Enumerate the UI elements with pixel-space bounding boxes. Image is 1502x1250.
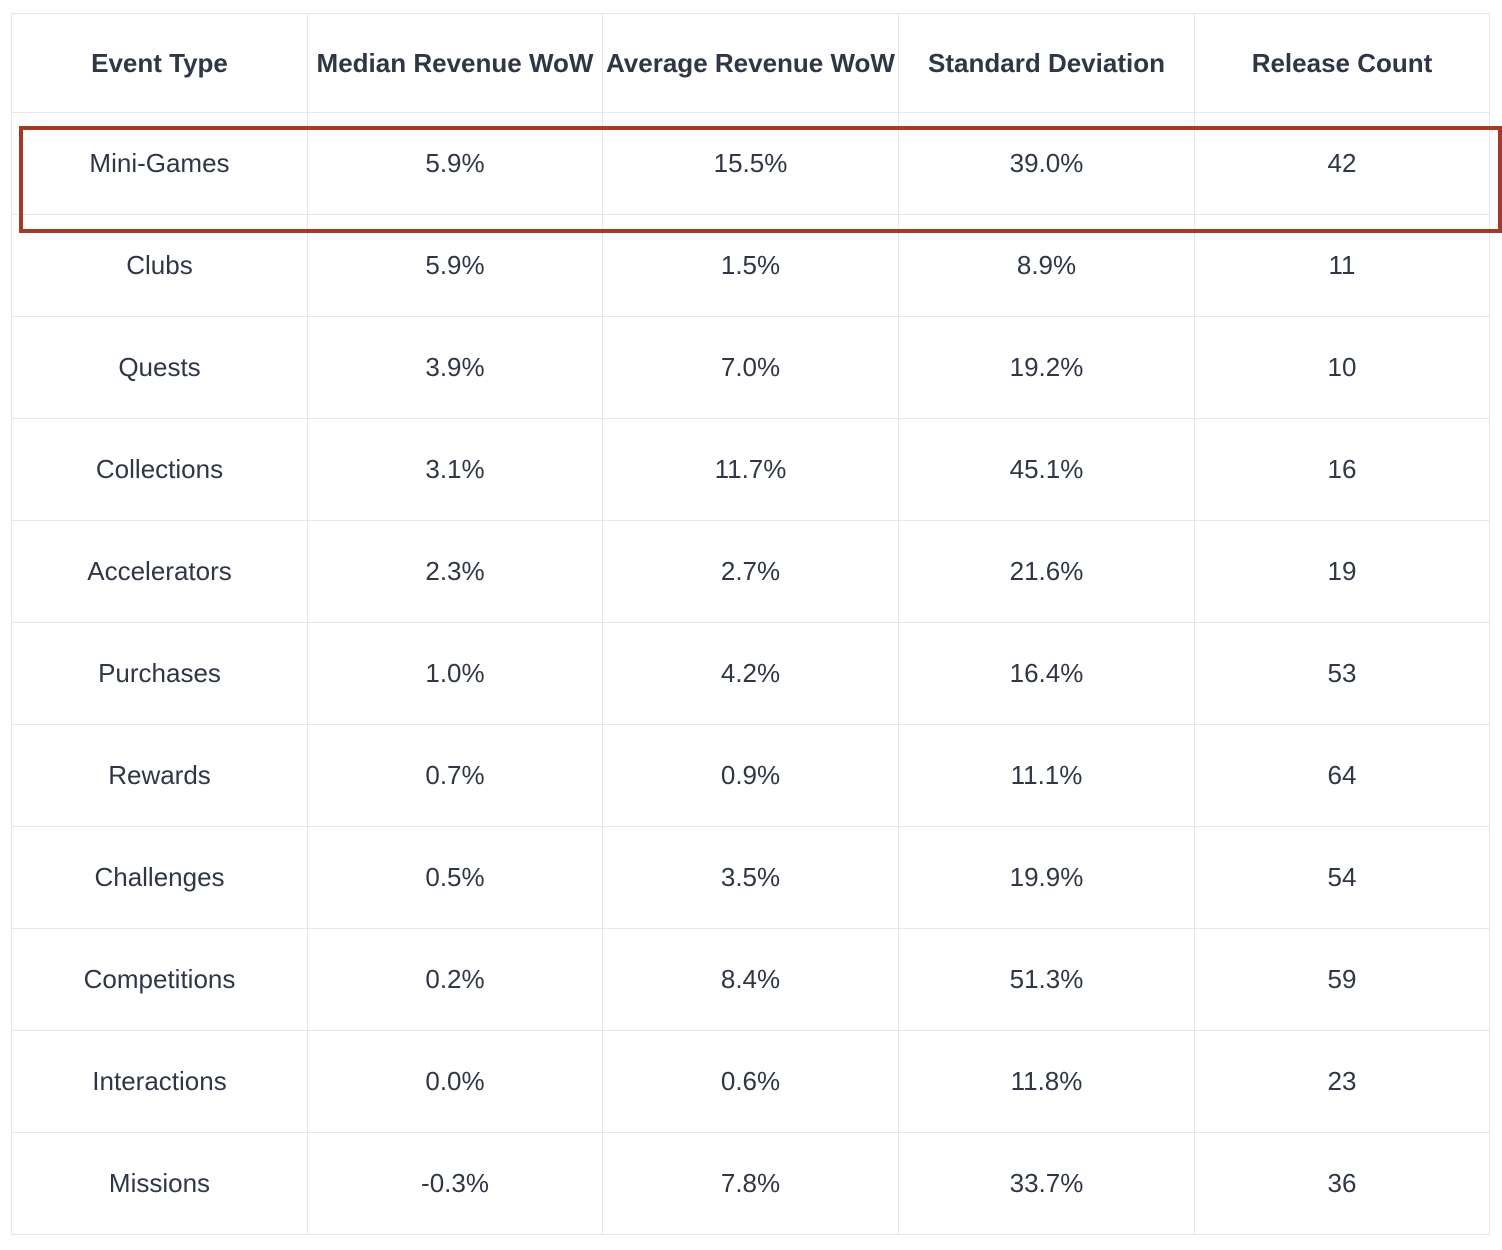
- table-row: Quests 3.9% 7.0% 19.2% 10: [11, 316, 1490, 419]
- cell-event-type: Missions: [11, 1132, 308, 1235]
- cell-release-count: 36: [1194, 1132, 1490, 1235]
- cell-standard-deviation: 11.1%: [898, 724, 1195, 827]
- cell-release-count: 42: [1194, 112, 1490, 215]
- cell-median-revenue-wow: 0.2%: [307, 928, 603, 1031]
- table-row: Clubs 5.9% 1.5% 8.9% 11: [11, 214, 1490, 317]
- cell-average-revenue-wow: 1.5%: [602, 214, 899, 317]
- cell-average-revenue-wow: 7.0%: [602, 316, 899, 419]
- table-row: Rewards 0.7% 0.9% 11.1% 64: [11, 724, 1490, 827]
- event-type-revenue-table: Event Type Median Revenue WoW Average Re…: [11, 13, 1490, 1235]
- cell-median-revenue-wow: 5.9%: [307, 214, 603, 317]
- header-row: Event Type Median Revenue WoW Average Re…: [11, 13, 1490, 113]
- cell-standard-deviation: 39.0%: [898, 112, 1195, 215]
- cell-event-type: Accelerators: [11, 520, 308, 623]
- cell-event-type: Interactions: [11, 1030, 308, 1133]
- column-header-median-revenue-wow[interactable]: Median Revenue WoW: [307, 13, 603, 113]
- cell-median-revenue-wow: 2.3%: [307, 520, 603, 623]
- cell-median-revenue-wow: 3.1%: [307, 418, 603, 521]
- cell-release-count: 16: [1194, 418, 1490, 521]
- cell-event-type: Collections: [11, 418, 308, 521]
- cell-event-type: Rewards: [11, 724, 308, 827]
- cell-median-revenue-wow: 5.9%: [307, 112, 603, 215]
- cell-release-count: 59: [1194, 928, 1490, 1031]
- cell-release-count: 54: [1194, 826, 1490, 929]
- cell-event-type: Competitions: [11, 928, 308, 1031]
- table-header: Event Type Median Revenue WoW Average Re…: [11, 13, 1490, 113]
- data-table-container: Event Type Median Revenue WoW Average Re…: [11, 13, 1502, 1235]
- cell-event-type: Quests: [11, 316, 308, 419]
- cell-standard-deviation: 19.2%: [898, 316, 1195, 419]
- cell-average-revenue-wow: 15.5%: [602, 112, 899, 215]
- cell-release-count: 11: [1194, 214, 1490, 317]
- column-header-event-type[interactable]: Event Type: [11, 13, 308, 113]
- column-header-release-count[interactable]: Release Count: [1194, 13, 1490, 113]
- table-row: Missions -0.3% 7.8% 33.7% 36: [11, 1132, 1490, 1235]
- cell-average-revenue-wow: 7.8%: [602, 1132, 899, 1235]
- cell-release-count: 19: [1194, 520, 1490, 623]
- cell-standard-deviation: 33.7%: [898, 1132, 1195, 1235]
- cell-average-revenue-wow: 8.4%: [602, 928, 899, 1031]
- table-row: Interactions 0.0% 0.6% 11.8% 23: [11, 1030, 1490, 1133]
- cell-standard-deviation: 21.6%: [898, 520, 1195, 623]
- cell-median-revenue-wow: 3.9%: [307, 316, 603, 419]
- cell-average-revenue-wow: 2.7%: [602, 520, 899, 623]
- cell-median-revenue-wow: -0.3%: [307, 1132, 603, 1235]
- cell-standard-deviation: 11.8%: [898, 1030, 1195, 1133]
- cell-standard-deviation: 16.4%: [898, 622, 1195, 725]
- cell-release-count: 53: [1194, 622, 1490, 725]
- table-row: Accelerators 2.3% 2.7% 21.6% 19: [11, 520, 1490, 623]
- cell-standard-deviation: 19.9%: [898, 826, 1195, 929]
- table-body: Mini-Games 5.9% 15.5% 39.0% 42 Clubs 5.9% 1.5% 8…: [11, 112, 1490, 1235]
- column-header-average-revenue-wow[interactable]: Average Revenue WoW: [602, 13, 899, 113]
- cell-event-type: Purchases: [11, 622, 308, 725]
- cell-standard-deviation: 51.3%: [898, 928, 1195, 1031]
- cell-average-revenue-wow: 4.2%: [602, 622, 899, 725]
- cell-release-count: 64: [1194, 724, 1490, 827]
- cell-average-revenue-wow: 11.7%: [602, 418, 899, 521]
- table-row: Purchases 1.0% 4.2% 16.4% 53: [11, 622, 1490, 725]
- cell-median-revenue-wow: 0.0%: [307, 1030, 603, 1133]
- cell-median-revenue-wow: 0.7%: [307, 724, 603, 827]
- cell-average-revenue-wow: 0.9%: [602, 724, 899, 827]
- cell-release-count: 10: [1194, 316, 1490, 419]
- table-row: Challenges 0.5% 3.5% 19.9% 54: [11, 826, 1490, 929]
- cell-median-revenue-wow: 0.5%: [307, 826, 603, 929]
- cell-event-type: Mini-Games: [11, 112, 308, 215]
- table-row: Collections 3.1% 11.7% 45.1% 16: [11, 418, 1490, 521]
- table-row: Mini-Games 5.9% 15.5% 39.0% 42: [11, 112, 1490, 215]
- cell-standard-deviation: 45.1%: [898, 418, 1195, 521]
- cell-average-revenue-wow: 0.6%: [602, 1030, 899, 1133]
- cell-event-type: Clubs: [11, 214, 308, 317]
- cell-standard-deviation: 8.9%: [898, 214, 1195, 317]
- cell-release-count: 23: [1194, 1030, 1490, 1133]
- cell-median-revenue-wow: 1.0%: [307, 622, 603, 725]
- cell-event-type: Challenges: [11, 826, 308, 929]
- column-header-standard-deviation[interactable]: Standard Deviation: [898, 13, 1195, 113]
- cell-average-revenue-wow: 3.5%: [602, 826, 899, 929]
- table-row: Competitions 0.2% 8.4% 51.3% 59: [11, 928, 1490, 1031]
